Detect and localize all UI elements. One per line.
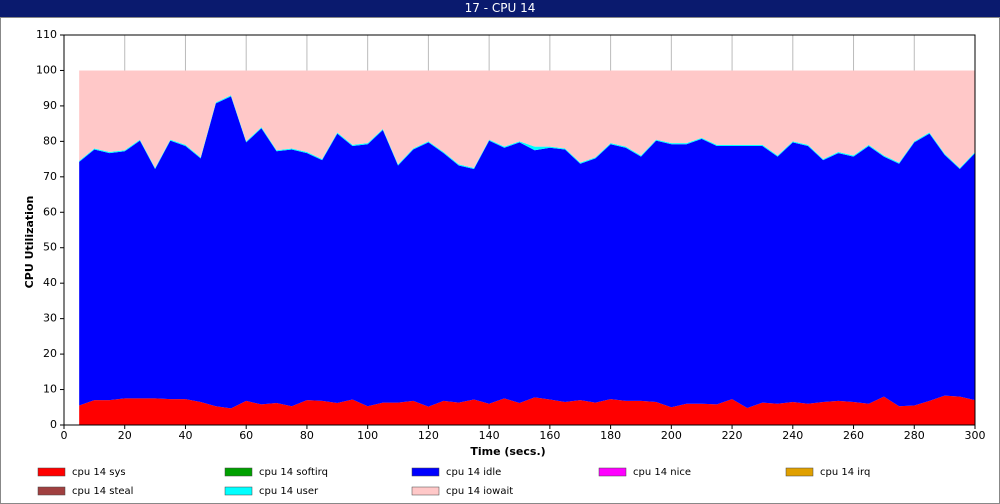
legend-label: cpu 14 irq: [820, 467, 870, 478]
legend-label: cpu 14 steal: [72, 486, 133, 497]
legend-swatch: [37, 467, 66, 477]
y-tick-label: 20: [43, 347, 57, 360]
y-tick-label: 70: [43, 170, 57, 183]
x-tick-label: 180: [600, 429, 621, 442]
x-tick-label: 20: [118, 429, 132, 442]
window-title: 17 - CPU 14: [0, 0, 1000, 17]
y-axis-label: CPU Utilization: [23, 196, 36, 289]
area: [79, 96, 975, 409]
legend-label: cpu 14 user: [259, 486, 319, 497]
x-tick-label: 0: [61, 429, 68, 442]
x-axis-label: Time (secs.): [470, 445, 545, 458]
legend-swatch: [598, 467, 627, 477]
legend-label: cpu 14 sys: [72, 467, 126, 478]
x-tick-label: 240: [782, 429, 803, 442]
y-tick-label: 80: [43, 134, 57, 147]
x-tick-label: 60: [239, 429, 253, 442]
y-tick-label: 40: [43, 276, 57, 289]
legend-swatch: [224, 486, 253, 496]
x-tick-label: 100: [357, 429, 378, 442]
y-tick-label: 30: [43, 312, 57, 325]
legend-swatch: [37, 486, 66, 496]
x-tick-label: 160: [539, 429, 560, 442]
x-tick-label: 260: [843, 429, 864, 442]
x-tick-label: 120: [418, 429, 439, 442]
x-tick-label: 280: [904, 429, 925, 442]
legend-label: cpu 14 idle: [446, 467, 501, 478]
area: [79, 395, 975, 425]
legend-swatch: [785, 467, 814, 477]
x-tick-label: 80: [300, 429, 314, 442]
legend-swatch: [224, 467, 253, 477]
legend-label: cpu 14 iowait: [446, 486, 513, 497]
x-tick-label: 220: [722, 429, 743, 442]
x-tick-label: 140: [479, 429, 500, 442]
y-tick-label: 60: [43, 205, 57, 218]
x-tick-label: 200: [661, 429, 682, 442]
legend-label: cpu 14 softirq: [259, 467, 328, 478]
legend-label: cpu 14 nice: [633, 467, 691, 478]
x-tick-label: 40: [178, 429, 192, 442]
y-tick-label: 90: [43, 99, 57, 112]
chart: Time (secs.) CPU Utilization 0 20 40 60 80 10…: [0, 17, 1000, 504]
plot-border: [63, 34, 976, 426]
legend-swatch: [411, 467, 440, 477]
y-tick-label: 0: [50, 418, 57, 431]
y-tick-label: 100: [36, 63, 57, 76]
area: [79, 70, 975, 168]
y-tick-label: 10: [43, 383, 57, 396]
x-tick-label: 300: [965, 429, 986, 442]
y-tick-label: 50: [43, 241, 57, 254]
legend-swatch: [411, 486, 440, 496]
y-tick-label: 110: [36, 28, 57, 41]
